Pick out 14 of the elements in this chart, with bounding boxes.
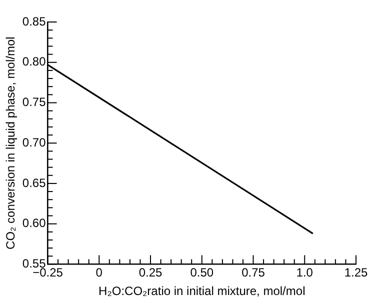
y-tick-label: 0.60 [22, 216, 46, 230]
x-tick-label: 0.25 [138, 266, 163, 280]
x-tick-label: 0.50 [190, 266, 214, 280]
x-tick-label: 1.0 [296, 266, 314, 280]
x-tick-label: 1.25 [344, 266, 368, 280]
x-tick-label: 0.75 [242, 266, 266, 280]
y-tick-label: 0.80 [22, 54, 46, 69]
y-tick-label: 0.70 [22, 135, 46, 150]
x-tick-label: 0 [96, 266, 103, 280]
y-tick-label: 0.75 [22, 95, 46, 110]
y-tick-label: 0.85 [22, 14, 46, 28]
y-axis-title: CO₂ conversion in liquid phase, mol/mol [4, 36, 18, 250]
x-axis-title: H₂O:CO₂ratio in initial mixture, mol/mol [98, 284, 306, 298]
y-tick-label: 0.65 [22, 176, 46, 190]
